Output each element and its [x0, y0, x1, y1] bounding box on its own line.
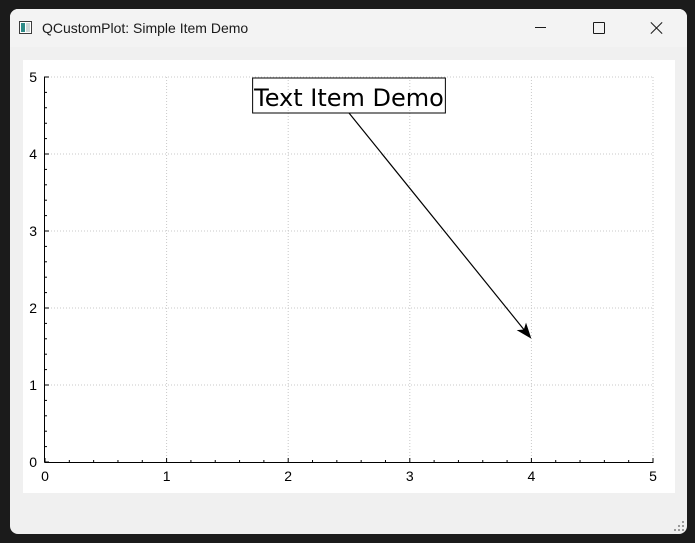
arrow-head: [516, 322, 532, 339]
grid-layer: [45, 76, 654, 462]
size-grip[interactable]: [674, 521, 684, 531]
close-icon: [650, 21, 664, 35]
close-button[interactable]: [628, 9, 686, 47]
plot-widget[interactable]: 0 1 2 3 4 5 0 1 2 3 4 5 Text Item Demo: [23, 60, 675, 493]
x-tick-label: 0: [41, 468, 49, 484]
app-window: QCustomPlot: Simple Item Demo 0 1 2 3 4 5 0 1 2 3…: [10, 9, 687, 534]
maximize-icon: [593, 22, 605, 34]
x-tick-label: 5: [649, 468, 657, 484]
y-tick-label: 0: [29, 454, 37, 470]
x-tick-label: 3: [406, 468, 414, 484]
y-tick-label: 3: [29, 223, 37, 239]
item-layer: Text Item Demo: [252, 77, 532, 339]
y-tick-label: 5: [29, 69, 37, 85]
y-tick-label: 2: [29, 300, 37, 316]
qt-app-icon: [19, 21, 32, 34]
text-item-label: Text Item Demo: [253, 84, 444, 112]
x-tick-label: 4: [528, 468, 536, 484]
plot-canvas[interactable]: 0 1 2 3 4 5 0 1 2 3 4 5 Text Item Demo: [23, 60, 675, 493]
window-title: QCustomPlot: Simple Item Demo: [42, 20, 249, 36]
x-tick-label: 1: [163, 468, 171, 484]
axis-layer: 0 1 2 3 4 5 0 1 2 3 4 5: [29, 69, 657, 484]
minimize-icon: [535, 27, 546, 28]
maximize-button[interactable]: [570, 9, 628, 47]
title-bar[interactable]: QCustomPlot: Simple Item Demo: [10, 9, 687, 47]
minimize-button[interactable]: [512, 9, 570, 47]
arrow-line: [348, 112, 525, 330]
x-tick-label: 2: [284, 468, 292, 484]
y-tick-label: 4: [29, 146, 37, 162]
y-tick-label: 1: [29, 377, 37, 393]
